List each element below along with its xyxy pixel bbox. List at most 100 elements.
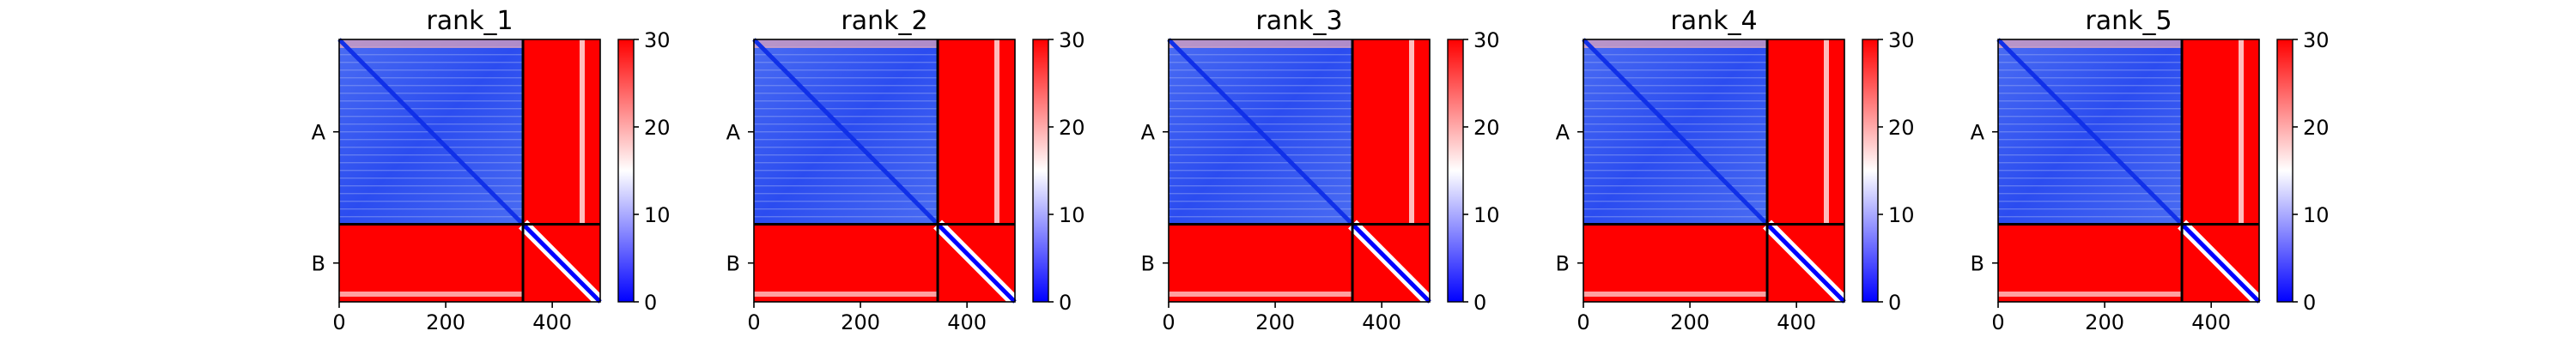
y-chain-label: B	[312, 252, 325, 276]
y-chain-label: A	[1141, 121, 1156, 145]
colorbar	[1032, 39, 1049, 303]
x-tick-label: 400	[947, 310, 987, 334]
heatmap-panel-5: rank_5 0 200 400 A B 0 10 20 30	[1971, 6, 2330, 334]
colorbar-tick-label: 10	[1888, 203, 1915, 227]
x-tick-label: 200	[1670, 310, 1710, 334]
block-a-b	[2182, 39, 2259, 225]
block-b-a	[1169, 224, 1353, 302]
block-a-b-stripe	[1824, 39, 1829, 225]
colorbar-tick-label: 20	[1888, 116, 1915, 140]
colorbar-tick-label: 20	[2303, 116, 2330, 140]
colorbar	[2276, 39, 2293, 303]
block-b-b-diagonal	[521, 222, 602, 304]
block-a-b	[1352, 39, 1430, 225]
colorbar-tick-label: 20	[644, 116, 671, 140]
x-tick-label: 400	[1777, 310, 1816, 334]
panel-title: rank_3	[1255, 6, 1342, 36]
block-b-b-diagonal	[936, 222, 1017, 304]
colorbar	[1862, 39, 1879, 303]
block-b-b-diagonal	[1351, 222, 1431, 304]
colorbar-tick-label: 20	[1473, 116, 1500, 140]
block-a-a-edge	[1998, 39, 2183, 48]
x-tick-label: 400	[532, 310, 572, 334]
colorbar-tick-label: 30	[1473, 28, 1500, 52]
block-a-a-diagonal	[1167, 38, 1354, 226]
x-tick-label: 200	[2085, 310, 2124, 334]
block-b-a	[754, 224, 939, 302]
x-tick-label: 0	[1991, 310, 2004, 334]
axes-frame	[338, 39, 601, 303]
colorbar-tick-label: 10	[2303, 203, 2330, 227]
block-b-a-stripe	[754, 292, 939, 297]
colorbar-tick-label: 30	[1888, 28, 1915, 52]
y-chain-label: A	[1556, 121, 1571, 145]
block-b-a-stripe	[339, 292, 524, 297]
block-b-a-stripe	[1998, 292, 2183, 297]
colorbar-tick-label: 0	[644, 291, 657, 315]
x-tick-label: 400	[2191, 310, 2231, 334]
block-a-b-stripe	[1409, 39, 1414, 225]
block-b-b-diagonal	[1765, 222, 1846, 304]
x-tick-label: 200	[841, 310, 880, 334]
axes-frame	[1168, 39, 1431, 303]
x-tick-label: 400	[1362, 310, 1401, 334]
block-a-a-edge	[754, 39, 939, 48]
heatmap-panel-2: rank_2 0 200 400 A B 0 10 20 30	[726, 6, 1085, 334]
colorbar-tick-label: 20	[1059, 116, 1085, 140]
block-a-b-stripe	[994, 39, 999, 225]
colorbar-tick-label: 10	[1473, 203, 1500, 227]
block-a-a-edge	[339, 39, 524, 48]
axes-frame	[753, 39, 1016, 303]
block-a-b	[1767, 39, 1844, 225]
heatmap-panel-1: rank_1 0 200 400 A B 0 10 20 30	[312, 6, 671, 334]
block-a-b-stripe	[580, 39, 585, 225]
heatmap-panel-4: rank_4 0 200 400 A B 0 10 20 30	[1556, 6, 1915, 334]
block-a-b	[938, 39, 1015, 225]
colorbar	[1447, 39, 1464, 303]
block-b-a-stripe	[1169, 292, 1353, 297]
y-chain-label: A	[312, 121, 326, 145]
panel-title: rank_2	[841, 6, 927, 36]
colorbar-tick-label: 30	[1059, 28, 1085, 52]
x-tick-label: 200	[1255, 310, 1295, 334]
colorbar-tick-label: 10	[644, 203, 671, 227]
y-chain-label: B	[726, 252, 740, 276]
y-chain-label: B	[1971, 252, 1984, 276]
panel-title: rank_4	[1670, 6, 1757, 36]
axes-frame	[1583, 39, 1845, 303]
y-chain-label: B	[1141, 252, 1155, 276]
block-b-a	[1583, 224, 1768, 302]
colorbar-tick-label: 30	[2303, 28, 2330, 52]
x-tick-label: 0	[332, 310, 345, 334]
heatmap-panel-3: rank_3 0 200 400 A B 0 10 20 30	[1141, 6, 1500, 334]
block-b-b-diagonal	[2180, 222, 2261, 304]
x-tick-label: 200	[426, 310, 465, 334]
block-a-a-edge	[1583, 39, 1768, 48]
x-tick-label: 0	[1162, 310, 1175, 334]
block-b-a	[339, 224, 524, 302]
block-a-a-diagonal	[752, 38, 939, 226]
x-tick-label: 0	[1577, 310, 1589, 334]
panel-title: rank_1	[426, 6, 513, 36]
colorbar-tick-label: 0	[1059, 291, 1072, 315]
block-a-b	[523, 39, 600, 225]
block-a-a-diagonal	[1582, 38, 1769, 226]
y-chain-label: A	[1971, 121, 1985, 145]
panel-title: rank_5	[2085, 6, 2172, 36]
block-b-a-stripe	[1583, 292, 1768, 297]
x-tick-label: 0	[747, 310, 760, 334]
block-b-a	[1998, 224, 2183, 302]
block-a-a-diagonal	[1996, 38, 2184, 226]
colorbar-tick-label: 10	[1059, 203, 1085, 227]
colorbar	[617, 39, 635, 303]
y-chain-label: B	[1556, 252, 1570, 276]
axes-frame	[1997, 39, 2260, 303]
block-a-a-edge	[1169, 39, 1353, 48]
y-chain-label: A	[726, 121, 741, 145]
block-a-b-stripe	[2239, 39, 2244, 225]
colorbar-tick-label: 30	[644, 28, 671, 52]
colorbar-tick-label: 0	[1888, 291, 1901, 315]
colorbar-tick-label: 0	[2303, 291, 2316, 315]
colorbar-tick-label: 0	[1473, 291, 1486, 315]
